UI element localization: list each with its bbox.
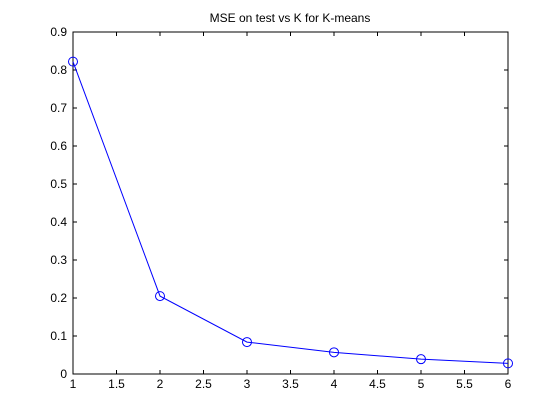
y-tick-label: 0.3: [50, 253, 67, 267]
y-tick-label: 0.5: [50, 177, 67, 191]
y-tick-label: 0.6: [50, 139, 67, 153]
data-point-marker: [503, 358, 513, 369]
x-tick-label: 3.5: [282, 377, 299, 391]
data-point-marker: [329, 347, 339, 358]
y-tick-label: 0.4: [50, 215, 67, 229]
y-tick-label: 0.2: [50, 291, 67, 305]
x-tick-label: 4: [331, 377, 338, 391]
x-tick-label: 2.5: [195, 377, 212, 391]
y-axis-ticks: 0 0.1 0.2 0.3 0.4 0.5 0.6 0.7 0.8 0.9: [50, 25, 508, 381]
x-tick-label: 1.5: [108, 377, 125, 391]
x-tick-label: 3: [244, 377, 251, 391]
y-tick-label: 0: [60, 367, 67, 381]
data-point-marker: [242, 337, 252, 348]
x-tick-label: 2: [157, 377, 164, 391]
plot-area: [72, 31, 509, 375]
x-tick-label: 6: [505, 377, 512, 391]
x-tick-label: 4.5: [369, 377, 386, 391]
data-point-marker: [155, 291, 165, 302]
chart-title: MSE on test vs K for K-means: [210, 11, 371, 25]
x-tick-label: 5.5: [456, 377, 473, 391]
y-tick-label: 0.8: [50, 63, 67, 77]
y-tick-label: 0.9: [50, 25, 67, 39]
x-axis-ticks: 1 1.5 2 2.5 3 3.5 4 4.5 5 5.5 6: [70, 32, 512, 391]
x-tick-label: 5: [418, 377, 425, 391]
data-point-marker: [68, 56, 78, 67]
y-tick-label: 0.7: [50, 101, 67, 115]
series-line: [72, 61, 509, 364]
x-tick-label: 1: [70, 377, 77, 391]
data-point-marker: [416, 354, 426, 365]
y-tick-label: 0.1: [50, 329, 67, 343]
series-layer: [68, 56, 513, 369]
